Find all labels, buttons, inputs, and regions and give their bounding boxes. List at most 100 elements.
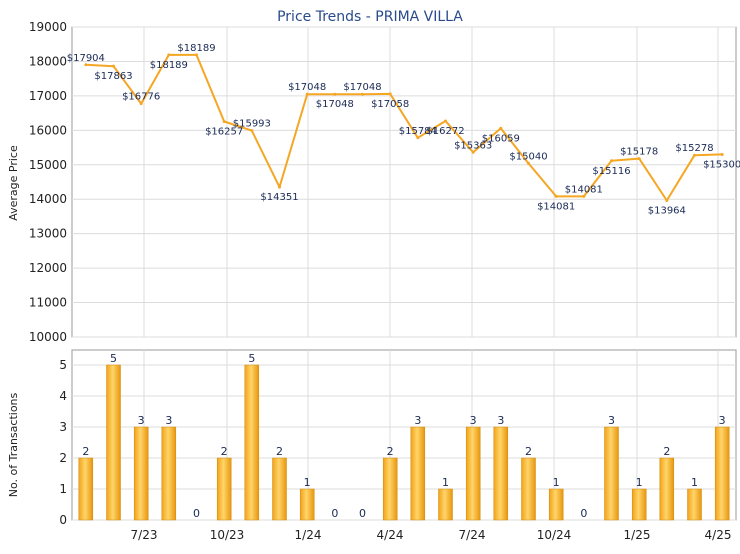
price-data-point (554, 194, 558, 198)
price-data-label: $15278 (675, 143, 713, 154)
x-tick-label: 10/24 (537, 528, 572, 542)
price-data-label: $17863 (94, 71, 132, 82)
transaction-bar (687, 488, 702, 521)
price-data-label: $14081 (565, 184, 603, 195)
price-data-point (665, 198, 669, 202)
price-data-label: $17048 (288, 82, 326, 93)
price-data-point (610, 159, 613, 163)
price-y-tick-label: 18000 (29, 54, 67, 68)
transaction-bar-label: 5 (248, 352, 255, 365)
transaction-bar (78, 457, 94, 521)
transaction-bar-label: 0 (580, 507, 587, 520)
transaction-bar-label: 0 (331, 507, 338, 520)
price-data-point (388, 92, 392, 96)
transaction-bar-label: 0 (193, 507, 200, 520)
price-data-point (444, 119, 447, 123)
x-tick-label: 10/23 (210, 528, 245, 542)
price-data-label: $16776 (122, 92, 160, 103)
price-data-label: $17058 (371, 99, 409, 110)
transaction-bar-label: 1 (691, 476, 698, 489)
x-tick-label: 4/25 (705, 528, 732, 542)
transaction-bar (631, 488, 647, 521)
transaction-bar-label: 5 (110, 352, 117, 365)
price-data-point (693, 153, 696, 157)
x-tick-label: 4/24 (377, 528, 404, 542)
transaction-bar-label: 1 (304, 476, 311, 489)
price-data-label: $18189 (177, 43, 215, 54)
transaction-bar (493, 426, 509, 521)
price-data-label: $16059 (482, 133, 520, 144)
transactions-y-tick-label: 4 (59, 389, 67, 403)
transaction-bar (216, 457, 232, 521)
transactions-y-tick-label: 3 (59, 420, 67, 434)
price-y-tick-label: 13000 (29, 227, 67, 241)
price-y-tick-label: 15000 (29, 158, 67, 172)
price-y-tick-label: 17000 (29, 89, 67, 103)
price-y-tick-label: 16000 (29, 123, 67, 137)
transaction-bar (299, 488, 315, 521)
price-data-point (416, 136, 420, 140)
price-data-label: $15178 (620, 147, 658, 158)
price-y-tick-label: 19000 (29, 20, 67, 34)
transaction-bar (521, 457, 536, 521)
transaction-bar (106, 364, 121, 521)
price-data-label: $15363 (454, 140, 492, 151)
price-data-label: $18189 (150, 60, 188, 71)
price-data-point (637, 157, 641, 161)
transactions-plot-frame (71, 349, 737, 521)
price-data-label: $15993 (233, 119, 271, 130)
price-series-line (85, 53, 723, 202)
transaction-bar-label: 3 (497, 414, 504, 427)
transaction-bar (465, 426, 481, 521)
price-y-tick-label: 11000 (29, 296, 67, 310)
transaction-bar (244, 364, 260, 521)
price-data-point (720, 152, 724, 156)
transaction-bar (161, 426, 177, 521)
transactions-y-tick-label: 1 (59, 482, 67, 496)
price-axis-label: Average Price (7, 145, 20, 221)
price-data-label: $15116 (592, 166, 630, 177)
transaction-bar-label: 1 (442, 476, 449, 489)
price-plot-frame (71, 26, 737, 338)
price-data-point (222, 119, 226, 123)
transaction-bar-label: 0 (359, 507, 366, 520)
price-data-label: $17904 (67, 53, 105, 64)
price-data-point (250, 129, 254, 133)
price-data-point (333, 92, 337, 96)
price-y-tick-label: 10000 (29, 330, 67, 344)
transaction-bar-label: 2 (82, 445, 89, 458)
price-data-label: $17048 (316, 99, 354, 110)
price-data-label: $17048 (343, 82, 381, 93)
x-tick-label: 7/24 (459, 528, 486, 542)
price-y-tick-label: 14000 (29, 192, 67, 206)
transaction-bar (548, 488, 564, 521)
transactions-y-tick-label: 2 (59, 451, 67, 465)
price-data-label: $16257 (205, 126, 243, 137)
price-y-tick-label: 12000 (29, 261, 67, 275)
transactions-axis-label: No. of Transactions (7, 392, 20, 497)
price-data-label: $15300 (703, 159, 740, 170)
price-data-point (195, 53, 198, 57)
price-data-label: $14351 (260, 192, 298, 203)
transaction-bar (604, 426, 619, 521)
price-data-point (582, 194, 586, 198)
transactions-y-tick-label: 5 (59, 358, 67, 372)
price-data-point (305, 92, 309, 96)
price-data-label: $16272 (426, 126, 464, 137)
transaction-bar-label: 2 (525, 445, 532, 458)
transaction-bar-label: 3 (470, 414, 477, 427)
x-tick-label: 7/23 (131, 528, 158, 542)
transaction-bar (410, 426, 426, 521)
transaction-bar-label: 2 (663, 445, 670, 458)
price-data-point (361, 92, 364, 96)
chart-title: Price Trends - PRIMA VILLA (277, 9, 463, 25)
x-tick-label: 1/25 (624, 528, 651, 542)
price-data-label: $14081 (537, 201, 575, 212)
price-data-label: $15040 (509, 151, 547, 162)
transaction-bar (133, 426, 149, 521)
price-data-point (527, 161, 530, 165)
transaction-bar (382, 457, 398, 521)
price-data-point (139, 102, 143, 106)
transaction-bar (438, 488, 453, 521)
